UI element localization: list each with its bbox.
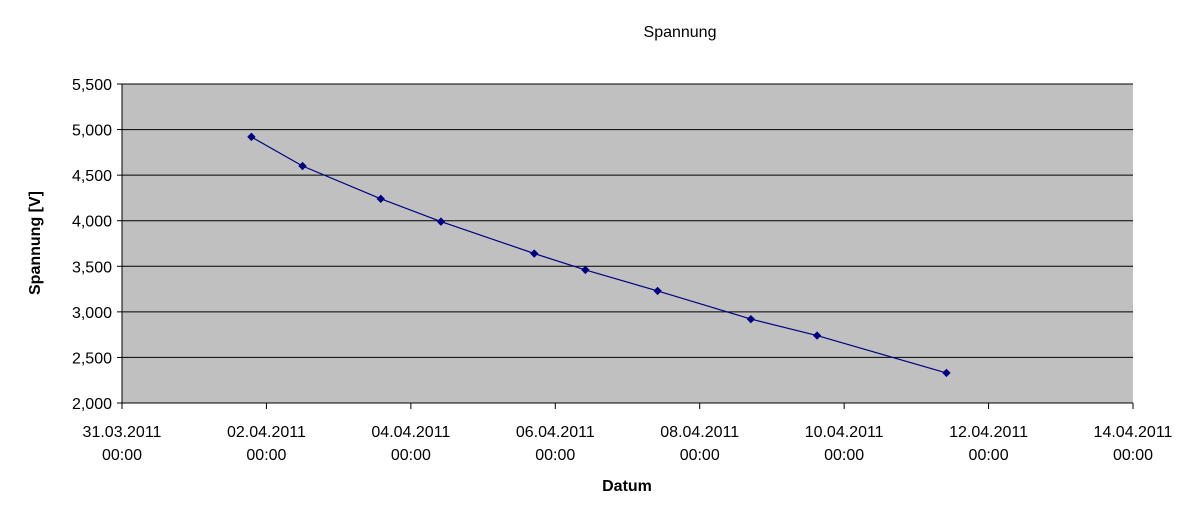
data-point-marker — [653, 286, 662, 296]
data-point-marker — [298, 161, 307, 171]
x-tick-time: 00:00 — [246, 447, 286, 464]
x-tick-date: 04.04.2011 — [371, 424, 450, 441]
x-tick-labels: 31.03.2011 00:00 02.04.2011 00:00 04.04.2011… — [83, 424, 1173, 464]
data-point-marker — [812, 331, 822, 340]
y-tick-label: 2,500 — [72, 350, 112, 367]
x-tick-date: 10.04.2011 — [805, 424, 884, 441]
x-tick-time: 00:00 — [1113, 447, 1153, 464]
x-tick-date: 08.04.2011 — [660, 424, 739, 441]
data-point-marker — [942, 368, 951, 378]
series-path — [251, 136, 947, 374]
data-point-marker — [746, 314, 756, 324]
x-tick-time: 00:00 — [969, 447, 1009, 464]
y-tick-label: 5,000 — [72, 123, 112, 140]
y-tick-label: 3,500 — [72, 259, 112, 276]
x-tick-date: 31.03.2011 — [83, 424, 162, 441]
x-tick-time: 00:00 — [102, 447, 142, 464]
x-tick-date: 02.04.2011 — [227, 424, 306, 441]
chart-title: Spannung — [644, 24, 717, 41]
plot-area — [122, 84, 1133, 403]
x-tick-time: 00:00 — [824, 447, 864, 464]
data-point-marker — [530, 249, 539, 258]
y-tick-label: 2,000 — [72, 396, 112, 413]
data-point-marker — [581, 265, 590, 275]
data-point-marker — [436, 217, 446, 226]
y-tick-label: 3,000 — [72, 305, 112, 322]
axes — [117, 83, 1134, 409]
x-axis-label: Datum — [602, 478, 652, 495]
y-tick-labels: 2,000 2,500 3,000 3,500 4,000 4,500 5,000 5,500 — [72, 77, 112, 413]
data-point-marker — [247, 132, 256, 142]
y-tick-label: 4,000 — [72, 214, 112, 231]
x-tick-date: 14.04.2011 — [1094, 424, 1173, 441]
y-axis-label: Spannung [V] — [27, 191, 44, 295]
x-tick-date: 12.04.2011 — [949, 424, 1028, 441]
x-tick-time: 00:00 — [535, 447, 575, 464]
x-tick-time: 00:00 — [680, 447, 720, 464]
x-tick-time: 00:00 — [391, 447, 431, 464]
y-tick-label: 4,500 — [72, 168, 112, 185]
series-line — [247, 132, 951, 378]
gridlines — [122, 83, 1133, 358]
data-point-marker — [376, 194, 385, 204]
x-tick-date: 06.04.2011 — [516, 424, 595, 441]
y-tick-label: 5,500 — [72, 77, 112, 94]
